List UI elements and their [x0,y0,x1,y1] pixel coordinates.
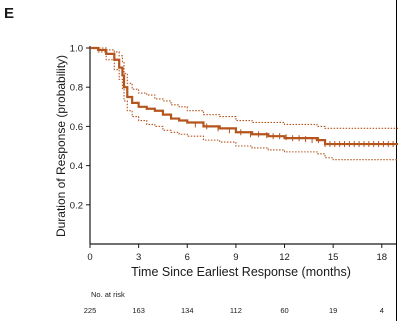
x-tick-group: 0 3 6 9 12 15 18 [87,244,387,263]
y-axis-title: Duration of Response (probability) [54,55,68,237]
x-tick-label: 15 [328,252,339,263]
risk-count: 163 [132,306,145,315]
series-layer [90,46,398,161]
risk-count: 225 [84,306,97,315]
x-axis-title: Time Since Earliest Response (months) [131,265,351,279]
x-tick-label: 3 [136,252,141,263]
y-tick-group: 0.2 0.4 0.6 0.8 1.0 [70,44,90,211]
panel-label: E [4,5,14,22]
risk-table-label: No. at risk [91,290,125,299]
x-tick-label: 0 [87,252,92,263]
risk-count: 112 [230,306,242,315]
survival-curve-line [90,46,398,146]
y-tick-label: 1.0 [70,44,83,55]
x-tick-label: 6 [185,252,190,263]
x-tick-label: 12 [279,252,290,263]
censor-layer [194,121,394,148]
risk-table-row: 225 163 134 112 60 19 4 [84,306,384,315]
y-tick-label: 0.2 [70,200,83,211]
x-tick-label: 9 [233,252,238,263]
risk-count: 19 [329,306,337,315]
x-tick-label: 18 [377,252,388,263]
y-tick-label: 0.6 [70,122,83,133]
y-tick-label: 0.4 [70,161,83,172]
y-tick-label: 0.8 [70,83,83,94]
risk-count: 60 [280,306,288,315]
confidence-limit-line [90,47,398,161]
risk-count: 134 [181,306,194,315]
risk-count: 4 [380,306,384,315]
confidence-limit-line [90,47,398,129]
